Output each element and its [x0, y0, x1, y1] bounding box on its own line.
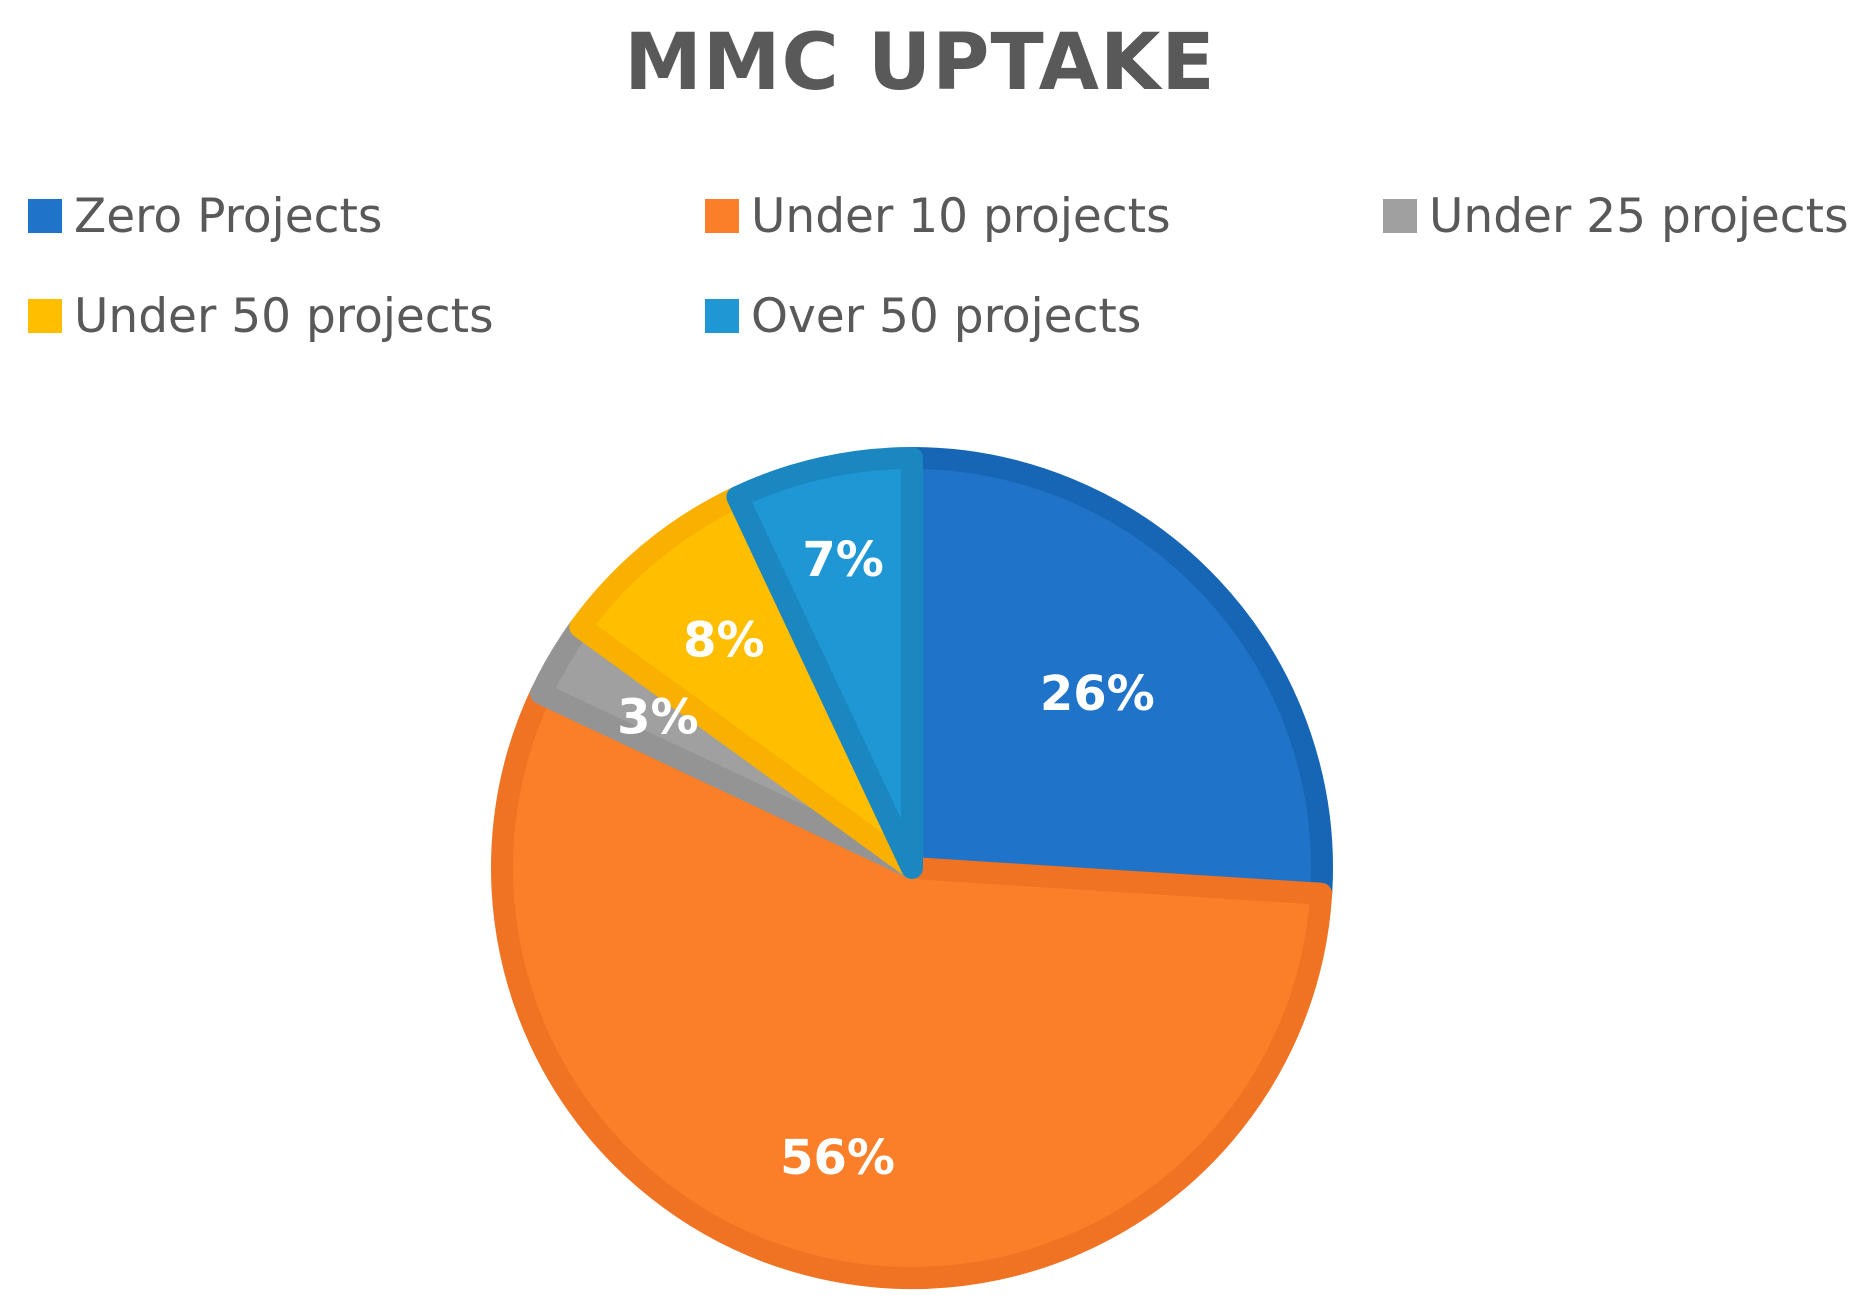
legend-item-under-25-projects: Under 25 projects	[1383, 186, 1849, 246]
legend-label-under-10-projects: Under 10 projects	[751, 188, 1171, 244]
pie-label-under-10-projects: 56%	[780, 1130, 895, 1186]
chart-title: MMC UPTAKE	[624, 18, 1216, 108]
legend-label-under-50-projects: Under 50 projects	[74, 288, 494, 344]
legend-swatch-under-50-projects	[28, 299, 62, 333]
pie-label-over-50-projects: 7%	[802, 532, 884, 588]
pie-slice-under-50-projects	[569, 486, 923, 879]
legend-swatch-under-25-projects	[1383, 199, 1417, 233]
pie-slices	[491, 447, 1333, 1289]
pie-label-under-50-projects: 8%	[683, 613, 765, 669]
legend-label-zero-projects: Zero Projects	[74, 188, 383, 244]
legend-item-over-50-projects: Over 50 projects	[705, 286, 1141, 346]
pie-slice-under-10-projects	[491, 682, 1333, 1289]
pie-label-under-25-projects: 3%	[617, 690, 699, 746]
pie-label-zero-projects: 26%	[1040, 666, 1155, 722]
legend-swatch-under-10-projects	[705, 199, 739, 233]
legend-swatch-zero-projects	[28, 199, 62, 233]
legend-label-under-25-projects: Under 25 projects	[1429, 188, 1849, 244]
legend-label-over-50-projects: Over 50 projects	[751, 288, 1142, 344]
pie-slice-over-50-projects	[726, 447, 923, 879]
legend-item-zero-projects: Zero Projects	[28, 186, 382, 246]
legend-swatch-over-50-projects	[705, 299, 739, 333]
pie-slice-labels: 26% 56% 3% 8% 7%	[617, 532, 1155, 1186]
legend-item-under-50-projects: Under 50 projects	[28, 286, 494, 346]
legend-item-under-10-projects: Under 10 projects	[705, 186, 1171, 246]
pie-slice-zero-projects	[901, 447, 1333, 905]
